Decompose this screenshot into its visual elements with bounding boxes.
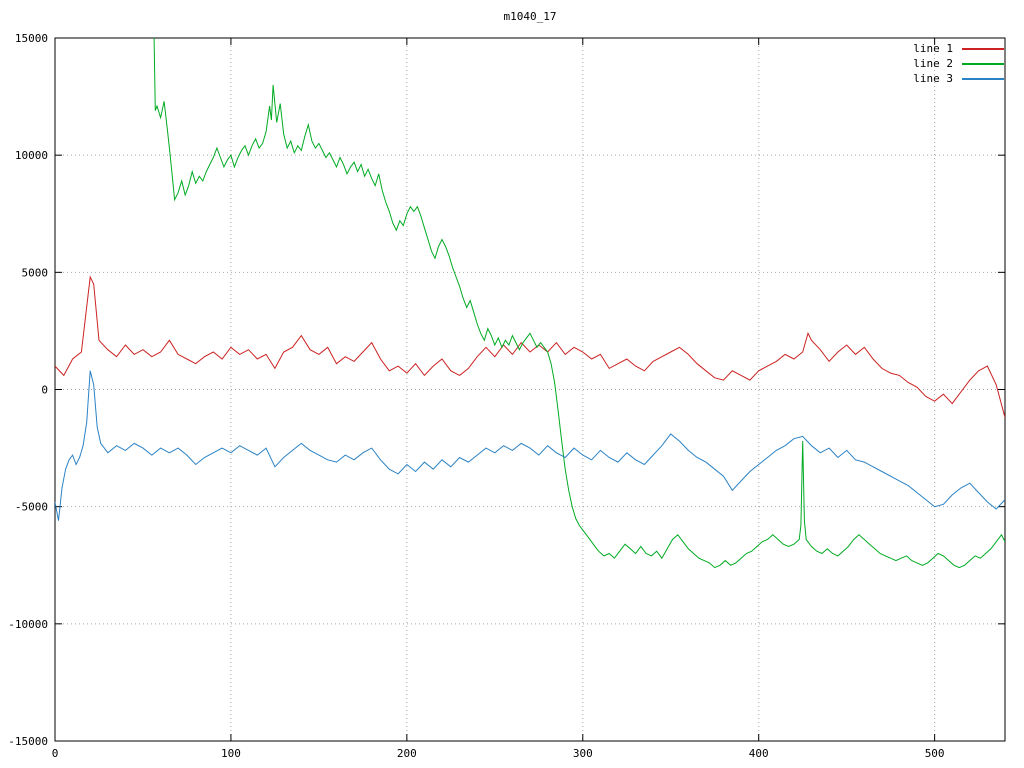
series-line-3 [55, 370, 1005, 521]
series-line-1 [55, 275, 1005, 418]
legend-item-3: line 3 [913, 71, 1004, 86]
plot-border [54, 37, 1006, 742]
y-tick-label: -10000 [8, 618, 48, 631]
x-tick-label: 300 [573, 747, 593, 760]
legend-item-2: line 2 [913, 56, 1004, 71]
series-line-2 [153, 38, 1005, 569]
legend-line-sample [962, 62, 1004, 65]
y-tick-label: -15000 [8, 735, 48, 748]
legend-line-sample [962, 77, 1004, 80]
legend-line-sample [962, 47, 1004, 50]
legend-label: line 1 [913, 42, 953, 55]
legend-label: line 3 [913, 72, 953, 85]
legend-item-1: line 1 [913, 41, 1004, 56]
legend-label: line 2 [913, 57, 953, 70]
y-tick-label: 0 [41, 384, 48, 397]
x-tick-label: 0 [52, 747, 59, 760]
x-tick-label: 400 [749, 747, 769, 760]
y-tick-label: -5000 [15, 501, 48, 514]
y-tick-label: 10000 [15, 149, 48, 162]
chart-title: m1040_17 [503, 10, 557, 23]
y-tick-label: 15000 [15, 32, 48, 45]
legend: line 1 line 2 line 3 [913, 41, 1004, 86]
x-tick-label: 500 [925, 747, 945, 760]
x-tick-label: 200 [397, 747, 417, 760]
y-tick-label: 5000 [22, 266, 49, 279]
x-tick-label: 100 [221, 747, 241, 760]
